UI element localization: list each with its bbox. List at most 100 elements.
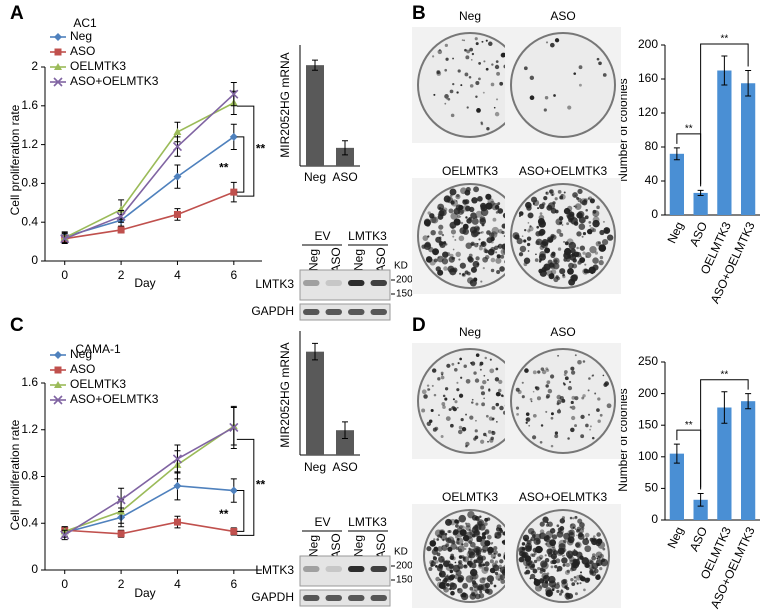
colony (569, 406, 572, 409)
colony (455, 519, 460, 524)
colony (589, 537, 594, 542)
colony (497, 245, 500, 248)
band (370, 280, 387, 286)
colony (539, 212, 543, 215)
colony (437, 546, 443, 552)
legend-label: ASO (70, 44, 95, 58)
colony (482, 266, 485, 270)
colony (449, 582, 457, 590)
colony (496, 524, 502, 530)
band (370, 309, 387, 315)
colony (446, 574, 449, 577)
colony (592, 228, 597, 233)
colony (495, 98, 499, 101)
colony (556, 394, 562, 400)
colony (494, 560, 499, 564)
colony (589, 225, 591, 227)
colony (562, 578, 568, 584)
colony (516, 238, 523, 245)
colony (534, 584, 543, 592)
colony (578, 532, 584, 538)
colony (571, 582, 576, 586)
colony (489, 438, 494, 443)
colony (487, 440, 489, 443)
colony (606, 403, 612, 409)
colony (432, 55, 435, 58)
colony (579, 245, 586, 251)
colony (556, 524, 560, 528)
colony (556, 409, 562, 414)
colony (526, 205, 532, 211)
colony (485, 435, 488, 437)
colony (490, 231, 498, 239)
colony (451, 405, 456, 409)
panel-label: C (10, 315, 24, 336)
error-bar (673, 147, 680, 161)
colony (596, 408, 600, 412)
y-tick-label: 0.4 (21, 515, 38, 529)
colony (529, 225, 532, 228)
bar (717, 70, 732, 215)
colony (443, 586, 450, 593)
colony (491, 417, 495, 421)
colony (440, 375, 445, 380)
colony (525, 545, 532, 552)
colony (465, 216, 468, 219)
colony (555, 275, 559, 279)
colony (500, 579, 506, 584)
colony (567, 205, 573, 211)
colony (568, 278, 576, 286)
x-tick-label: ASO (332, 460, 357, 474)
colony (460, 209, 465, 214)
colony (458, 204, 464, 211)
colony (490, 240, 494, 244)
colony (450, 553, 455, 558)
colony (465, 575, 474, 583)
colony (558, 216, 564, 221)
colony (546, 368, 550, 372)
bracket (236, 490, 245, 532)
colony (535, 253, 537, 256)
group-label: EV (314, 515, 330, 529)
colony (462, 558, 466, 562)
colony (485, 67, 489, 71)
colony (466, 218, 472, 224)
y-tick-label: 1.2 (21, 422, 38, 436)
colony (440, 371, 444, 375)
colony (458, 514, 467, 523)
colony (577, 188, 583, 195)
group-label: LMTK3 (348, 229, 387, 243)
x-tick-label: 0 (61, 577, 68, 591)
colony (550, 412, 554, 416)
colony (457, 69, 461, 73)
significance: ** (685, 123, 693, 134)
colony (480, 439, 485, 444)
colony (465, 531, 474, 539)
point (173, 481, 182, 490)
colony (592, 257, 599, 264)
colony (480, 280, 483, 283)
colony (465, 378, 471, 384)
colony (463, 39, 466, 42)
colony (493, 545, 498, 551)
colony (440, 435, 444, 438)
colony (602, 73, 607, 77)
colony (489, 358, 492, 361)
y-tick-label: 0.8 (21, 469, 38, 483)
colony (489, 368, 495, 374)
colony (585, 537, 588, 540)
colony (524, 229, 527, 232)
colony (595, 574, 601, 580)
colony (471, 526, 479, 534)
colony (577, 359, 582, 365)
colony (559, 268, 566, 275)
colony (550, 269, 557, 275)
colony (485, 39, 488, 42)
colony (495, 251, 498, 254)
colony (563, 539, 567, 544)
colony (495, 211, 499, 214)
colony (540, 557, 543, 560)
colony (473, 371, 477, 375)
colony (450, 200, 455, 205)
colony (494, 535, 498, 539)
